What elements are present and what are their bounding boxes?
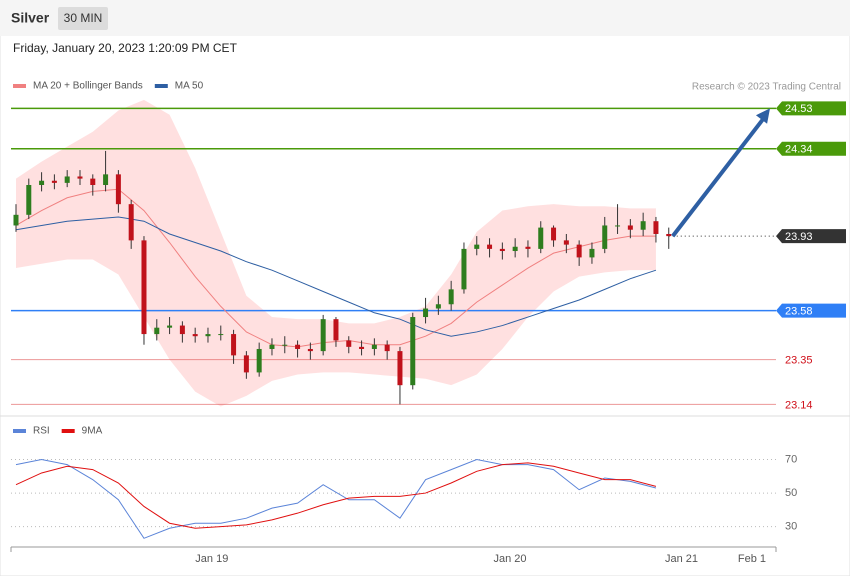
header-bar [0,0,850,36]
candle-body [64,176,70,183]
candle-body [589,248,595,258]
candle-body [192,334,198,337]
indicator-line [15,462,657,529]
candle-body [154,327,160,335]
y-tick-label: 70 [785,453,797,465]
candle-body [563,240,569,245]
interval-tag[interactable] [58,7,108,30]
legend-label: MA 20 + Bollinger Bands [33,81,143,92]
candle-body [551,227,557,241]
candle-body [384,344,390,352]
legend-swatch [61,429,75,433]
candle-body [371,344,377,349]
level-tag [776,101,846,116]
candle-body [205,334,211,337]
indicator-line [15,459,657,539]
candle-body [179,325,185,335]
legend-swatch [13,84,26,88]
level-tag [776,141,846,156]
candle-body [435,304,441,309]
candle-body [627,225,633,230]
level-label: 23.14 [785,399,813,411]
candle-body [525,246,531,249]
candle-body [51,180,57,183]
datetime: Friday, January 20, 2023 1:20:09 PM CET [13,41,238,55]
candle-body [167,325,173,328]
ma-line [15,216,657,337]
x-tick-label: Jan 19 [195,553,228,565]
candle-body [307,348,313,352]
candle-body [487,244,493,249]
candle-body [282,344,288,346]
candle-body [461,248,467,290]
candle-body [128,204,134,241]
candle-body [77,176,83,179]
candle-body [243,355,249,373]
candle-body [333,319,339,341]
forecast-arrowhead [755,108,770,124]
candle-body [26,185,32,215]
candle-body [576,244,582,258]
level-tag [776,229,846,244]
candle-body [269,344,275,349]
level-label: 24.53 [785,103,813,115]
legend-swatch [154,84,168,88]
candle-body [39,180,45,185]
legend-label: RSI [33,426,50,437]
y-tick-label: 50 [785,487,797,499]
candle-body [103,174,109,185]
bollinger-band [15,99,656,407]
interval[interactable]: 30 MIN [64,11,103,25]
candle-body [90,178,96,185]
candle-body [359,346,365,349]
candle-body [13,214,19,226]
candle-body [231,334,237,356]
title: Silver [11,10,50,26]
candle-body [295,344,301,349]
level-label: 24.34 [785,144,813,156]
forecast-arrow [671,114,768,238]
candle-body [320,319,326,352]
candle-body [602,225,608,249]
candle-body [640,221,646,230]
y-tick-label: 30 [785,520,797,532]
candle-body [499,248,505,252]
level-label: 23.93 [785,231,813,243]
candle-body [256,348,262,373]
x-tick-label: Jan 21 [665,553,698,565]
candle-body [346,340,352,347]
legend-swatch [13,429,26,433]
candle-body [512,246,518,252]
credit: Research © 2023 Trading Central [692,82,841,93]
candle-body [448,289,454,305]
level-label: 23.35 [785,355,813,367]
candle-body [615,225,621,227]
candle-body [410,317,416,386]
candle-body [141,240,147,335]
legend-label: 9MA [82,426,103,437]
x-tick-label: Feb 1 [738,553,766,565]
candle-body [666,233,672,237]
candle-body [423,308,429,318]
level-label: 23.58 [785,306,813,318]
candle-body [218,334,224,336]
candle-body [397,351,403,386]
legend-label: MA 50 [175,81,204,92]
candle-body [474,244,480,249]
x-tick-label: Jan 20 [494,553,527,565]
candle-body [538,227,544,249]
candle-body [653,221,659,234]
level-tag [776,303,846,318]
candle-body [115,174,121,205]
